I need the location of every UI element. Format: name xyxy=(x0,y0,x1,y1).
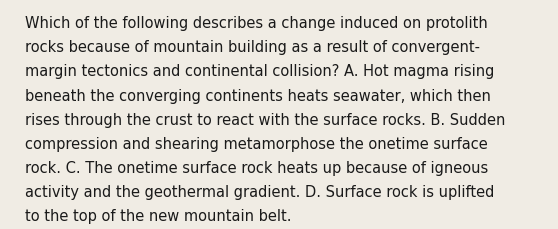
Text: rocks because of mountain building as a result of convergent-: rocks because of mountain building as a … xyxy=(25,40,480,55)
Text: rock. C. The onetime surface rock heats up because of igneous: rock. C. The onetime surface rock heats … xyxy=(25,160,488,175)
Text: rises through the crust to react with the surface rocks. B. Sudden: rises through the crust to react with th… xyxy=(25,112,506,127)
Text: Which of the following describes a change induced on protolith: Which of the following describes a chang… xyxy=(25,16,488,31)
Text: margin tectonics and continental collision? A. Hot magma rising: margin tectonics and continental collisi… xyxy=(25,64,494,79)
Text: activity and the geothermal gradient. D. Surface rock is uplifted: activity and the geothermal gradient. D.… xyxy=(25,184,494,199)
Text: compression and shearing metamorphose the onetime surface: compression and shearing metamorphose th… xyxy=(25,136,488,151)
Text: beneath the converging continents heats seawater, which then: beneath the converging continents heats … xyxy=(25,88,491,103)
Text: to the top of the new mountain belt.: to the top of the new mountain belt. xyxy=(25,208,292,223)
